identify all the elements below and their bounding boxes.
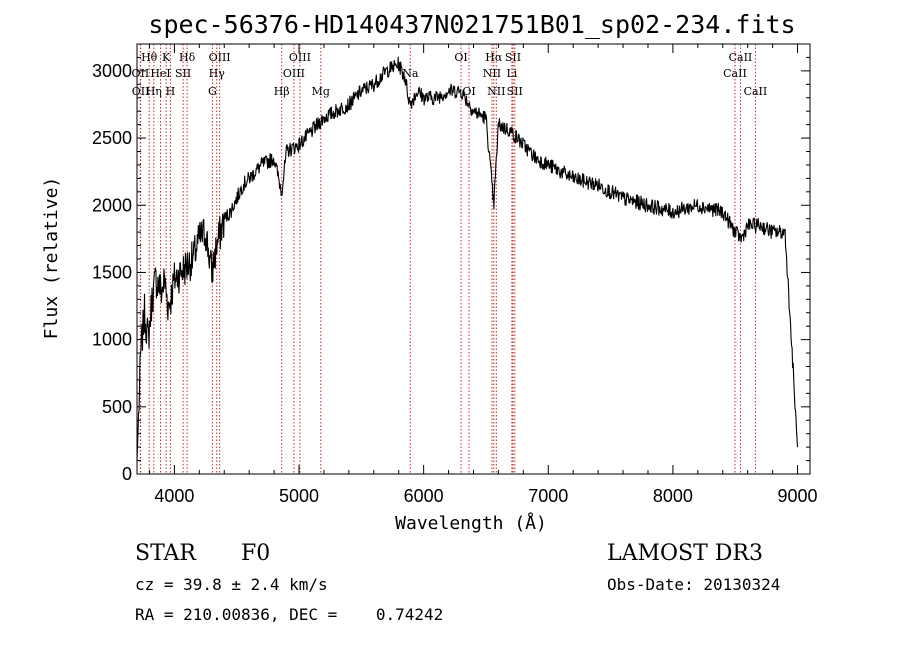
spectral-line-label: OI [454, 51, 467, 64]
spectral-line-label: SII [175, 67, 191, 80]
spectral-line-label: Hα [485, 51, 503, 64]
x-tick-label: 9000 [778, 486, 818, 506]
spectral-line-label: OII [132, 67, 150, 80]
spectral-line-label: Li [506, 67, 517, 80]
spectral-line-label: NII [487, 85, 505, 98]
x-tick-label: 6000 [404, 486, 444, 506]
spectrum-line [136, 56, 799, 461]
x-tick-label: 7000 [528, 486, 568, 506]
chart-title: spec-56376-HD140437N021751B01_sp02-234.f… [148, 10, 795, 39]
spectral-line-label: Mg [312, 85, 330, 98]
spectral-line-label: CaII [723, 67, 747, 80]
y-tick-label: 1000 [92, 330, 132, 350]
y-axis-ticks: 0 500 1000 1500 2000 2500 3000 [92, 56, 810, 484]
spectral-line-label: OI [462, 85, 475, 98]
spectral-line-label: Na [402, 67, 419, 80]
spectral-line-label: K [162, 51, 171, 64]
x-tick-label: 5000 [279, 486, 319, 506]
spectral-line-label: HeI [150, 67, 170, 80]
spectral-line-label: Hβ [274, 85, 290, 98]
spectral-line-label: NII [483, 67, 501, 80]
y-tick-label: 3000 [92, 61, 132, 81]
obs-date: Obs-Date: 20130324 [607, 575, 780, 594]
spectral-line-label: G [208, 85, 217, 98]
spectral-line-label: OIII [209, 51, 231, 64]
spectral-line-label: Hθ [141, 51, 158, 64]
spectral-line-label: SII [507, 85, 523, 98]
spectral-line-label: Hγ [209, 67, 226, 80]
spectral-line-label: OIII [283, 67, 305, 80]
spectral-line-markers [139, 44, 756, 474]
spectral-line-labels: Hθ OII OII K HeI Hη Hδ SII H OIII Hγ G Hβ OIII OIII Mg N… [132, 51, 768, 98]
star-class: STAR [135, 541, 197, 566]
spectral-line-label: H [166, 85, 176, 98]
x-tick-label: 4000 [154, 486, 194, 506]
x-tick-label: 8000 [653, 486, 693, 506]
plot-frame [136, 43, 811, 475]
spectral-line-label: Hδ [179, 51, 196, 64]
x-axis-label: Wavelength (Å) [395, 512, 547, 534]
y-tick-label: 1500 [92, 262, 132, 282]
survey-name: LAMOST DR3 [607, 541, 763, 566]
y-tick-label: 500 [102, 397, 132, 417]
spectral-line-label: Hη [146, 85, 162, 98]
x-axis-ticks: 4000 5000 6000 7000 8000 9000 [148, 44, 818, 506]
y-tick-label: 2000 [92, 195, 132, 215]
star-subclass: F0 [241, 541, 270, 566]
spectral-line-label: OII [132, 85, 150, 98]
spectral-line-label: OIII [289, 51, 311, 64]
coordinates-readout: RA = 210.00836, DEC = 0.74242 [135, 605, 443, 624]
redshift-readout: cz = 39.8 ± 2.4 km/s [135, 575, 328, 594]
y-tick-label: 2500 [92, 128, 132, 148]
spectral-line-label: CaII [744, 85, 768, 98]
y-tick-label: 0 [122, 464, 132, 484]
spectral-line-label: SII [505, 51, 521, 64]
spectral-line-label: CaII [729, 51, 753, 64]
y-axis-label: Flux (relative) [41, 177, 62, 340]
